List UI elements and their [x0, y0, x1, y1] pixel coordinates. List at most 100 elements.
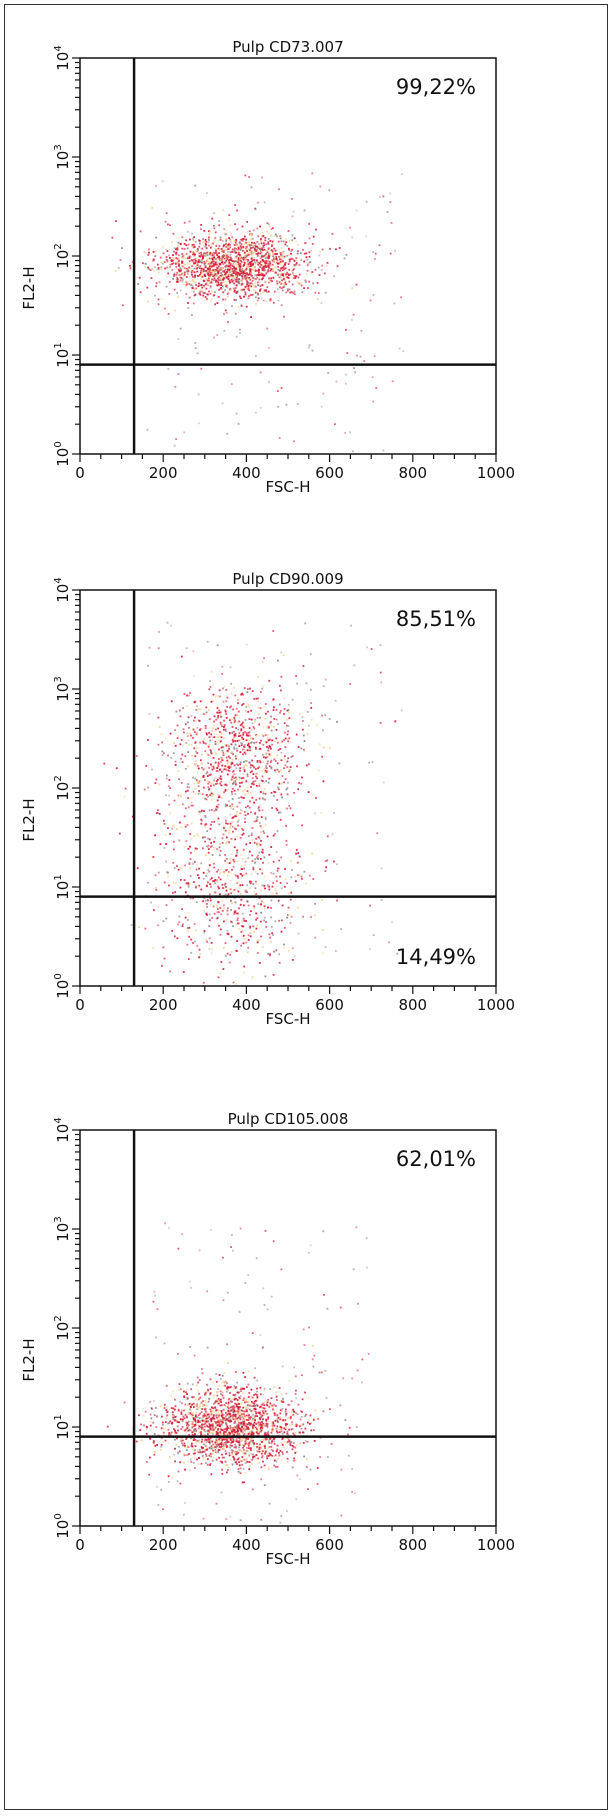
event-dot — [249, 273, 252, 276]
event-dot — [187, 302, 189, 304]
event-dot — [227, 744, 229, 747]
event-dot — [287, 740, 290, 743]
event-dot — [242, 732, 245, 734]
event-dot — [197, 249, 199, 251]
event-dot — [266, 1455, 268, 1458]
event-dot — [287, 914, 289, 916]
event-dot — [252, 925, 255, 928]
event-dot — [187, 958, 190, 960]
event-dot — [206, 845, 208, 848]
event-dot — [345, 253, 348, 256]
event-dot — [188, 694, 190, 697]
event-dot — [235, 982, 238, 985]
event-dot — [260, 240, 262, 242]
event-dot — [249, 925, 251, 928]
event-dot — [183, 1442, 186, 1445]
event-dot — [238, 886, 241, 889]
event-dot — [211, 1459, 214, 1462]
event-dot — [287, 730, 289, 733]
event-dot — [283, 757, 286, 760]
event-dot — [290, 252, 292, 255]
event-dot — [261, 1455, 264, 1457]
event-dot — [240, 1390, 242, 1392]
event-dot — [202, 797, 204, 800]
event-dot — [265, 766, 267, 769]
event-dot — [200, 822, 203, 825]
event-dot — [164, 220, 167, 223]
event-dot — [251, 241, 253, 244]
event-dot — [275, 1391, 278, 1394]
event-dot — [291, 248, 294, 251]
y-tick-label: 102 — [53, 775, 72, 800]
event-dot — [170, 259, 173, 262]
event-dot — [294, 1451, 297, 1454]
event-dot — [258, 806, 260, 809]
event-dot — [250, 718, 253, 721]
event-dot — [199, 293, 202, 296]
event-dot — [231, 901, 234, 904]
event-dot — [227, 1427, 229, 1429]
event-dot — [234, 714, 237, 717]
event-dot — [219, 1460, 222, 1463]
event-dot — [220, 784, 223, 787]
event-dot — [225, 700, 228, 703]
event-dot — [183, 243, 186, 245]
event-dot — [288, 280, 291, 283]
event-dot — [276, 1448, 279, 1451]
event-dot — [195, 868, 198, 871]
event-dot — [185, 253, 188, 255]
event-dot — [331, 833, 334, 836]
event-dot — [221, 749, 224, 752]
event-dot — [269, 298, 272, 301]
event-dot — [257, 903, 260, 905]
event-dot — [251, 253, 253, 256]
event-dot — [186, 270, 188, 273]
event-dot — [237, 279, 239, 282]
event-dot — [244, 174, 247, 177]
event-dot — [344, 382, 347, 385]
event-dot — [178, 268, 180, 271]
event-dot — [209, 893, 211, 896]
event-dot — [230, 763, 233, 766]
event-dot — [269, 252, 271, 255]
event-dot — [269, 254, 272, 257]
event-dot — [280, 253, 282, 256]
event-dot — [244, 271, 247, 274]
event-dot — [216, 1416, 218, 1419]
event-dot — [378, 244, 381, 247]
y-tick-label: 101 — [53, 342, 72, 367]
event-dot — [308, 280, 310, 283]
event-dot — [215, 780, 218, 782]
event-dot — [235, 275, 238, 278]
event-dot — [230, 251, 233, 253]
event-dot — [222, 275, 225, 278]
event-dot — [220, 1423, 223, 1425]
event-dot — [244, 718, 247, 721]
event-dot — [235, 949, 238, 952]
event-dot — [226, 822, 229, 825]
event-dot — [217, 976, 220, 979]
event-dot — [186, 919, 189, 921]
event-dot — [268, 1442, 271, 1444]
event-dot — [271, 743, 273, 746]
event-dot — [270, 724, 272, 727]
event-dot — [280, 689, 282, 692]
event-dot — [230, 860, 232, 863]
event-dot — [236, 721, 239, 724]
event-dot — [228, 275, 231, 278]
event-dot — [251, 976, 254, 979]
event-dot — [247, 297, 250, 300]
event-dot — [180, 739, 183, 741]
event-dot — [294, 1446, 297, 1449]
event-dot — [253, 242, 256, 244]
event-dot — [276, 870, 279, 872]
event-dot — [258, 837, 261, 840]
event-dot — [181, 272, 184, 274]
event-dot — [235, 1422, 238, 1425]
event-dot — [169, 787, 171, 789]
event-dot — [201, 257, 204, 260]
event-dot — [217, 761, 220, 764]
event-dot — [282, 267, 285, 269]
event-dot — [244, 293, 247, 296]
event-dot — [305, 882, 308, 885]
